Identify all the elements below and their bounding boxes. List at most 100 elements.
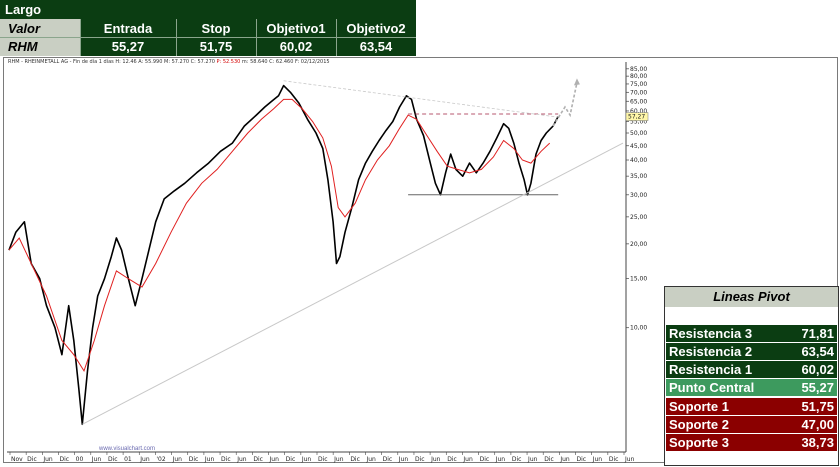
header-entrada: Entrada — [80, 19, 176, 37]
x-tick-label: Jun — [172, 456, 183, 463]
y-tick-label: 60,00 — [630, 108, 647, 115]
row-divider — [0, 37, 416, 38]
pivot-value: 47,00 — [801, 417, 834, 432]
header-valor: Valor — [0, 19, 80, 37]
x-tick-label: Dic — [318, 456, 328, 463]
x-tick-label: Dic — [253, 456, 263, 463]
x-tick-label: Dic — [480, 456, 490, 463]
x-tick-label: Jun — [236, 456, 247, 463]
y-tick-label: 80,00 — [630, 73, 647, 80]
y-tick-label: 20,00 — [630, 241, 647, 248]
x-tick-label: Dic — [59, 456, 69, 463]
pivot-label: Resistencia 3 — [669, 326, 753, 341]
chart-tail-text: m: 58.640 C: 62.460 F: 02/12/2015 — [241, 59, 330, 65]
objetivo1-value: 60,02 — [256, 37, 336, 56]
entrada-value: 55,27 — [80, 37, 176, 56]
pivot-value: 71,81 — [801, 326, 834, 341]
x-tick-label: Jun — [624, 456, 635, 463]
x-tick-label: Jun — [139, 456, 150, 463]
x-tick-label: Dic — [544, 456, 554, 463]
x-tick-label: Jun — [333, 456, 344, 463]
x-tick-label: Jun — [527, 456, 538, 463]
y-tick-label: 75,00 — [630, 81, 647, 88]
y-tick-label: 35,00 — [630, 173, 647, 180]
header-objetivo2: Objetivo2 — [336, 19, 416, 37]
last-price-box — [625, 112, 649, 121]
x-tick-label: Jun — [592, 456, 603, 463]
y-tick-label: 65,00 — [630, 98, 647, 105]
x-tick-label: Dic — [577, 456, 587, 463]
x-tick-label: 01 — [124, 456, 132, 463]
upper-trend-line — [283, 80, 559, 118]
header-stop: Stop — [176, 19, 256, 37]
x-tick-label: Jun — [398, 456, 409, 463]
col-divider — [80, 19, 81, 56]
pivot-label: Soporte 1 — [669, 399, 729, 414]
pivot-value: 63,54 — [801, 344, 834, 359]
x-tick-label: Jun — [430, 456, 441, 463]
y-tick-label: 25,00 — [630, 214, 647, 221]
x-tick-label: Dic — [609, 456, 619, 463]
pivot-label: Resistencia 1 — [669, 362, 753, 377]
chart-symbol-text: RHM - RHEINMETALL AG - Fin de día 1 días — [8, 59, 114, 65]
x-tick-label: Jun — [269, 456, 280, 463]
x-tick-label: Dic — [350, 456, 360, 463]
watermark-text: www.visualchart.com — [98, 446, 155, 452]
x-tick-label: Jun — [91, 456, 102, 463]
pivot-label: Soporte 3 — [669, 435, 729, 450]
price-chart[interactable]: RHM - RHEINMETALL AG - Fin de día 1 días… — [3, 57, 838, 463]
pivot-value: 60,02 — [801, 362, 834, 377]
chart-ohlc-text: H: 12.46 A: 55.990 M: 57.270 C: 57.270 — [115, 59, 215, 65]
pivot-row-resistencia-2: Resistencia 2 63,54 — [666, 343, 837, 360]
objetivo2-value: 63,54 — [336, 37, 416, 56]
y-tick-label: 70,00 — [630, 89, 647, 96]
x-tick-label: Jun — [462, 456, 473, 463]
projection-arrowhead — [573, 78, 580, 86]
projection-arrow — [552, 82, 578, 127]
pivot-row-punto-central: Punto Central 55,27 — [666, 379, 837, 396]
header-objetivo1: Objetivo1 — [256, 19, 336, 37]
ticker-cell: RHM — [0, 37, 80, 56]
x-tick-label: Dic — [27, 456, 37, 463]
pivot-row-soporte-1: Soporte 1 51,75 — [666, 398, 837, 415]
col-divider — [256, 19, 257, 56]
x-tick-label: Dic — [383, 456, 393, 463]
chart-info-bar: RHM - RHEINMETALL AG - Fin de día 1 días… — [8, 59, 330, 65]
x-tick-label: Jun — [559, 456, 570, 463]
last-price-label: 57,27 — [628, 114, 645, 121]
trade-summary-table: Largo Valor Entrada Stop Objetivo1 Objet… — [0, 0, 416, 56]
y-tick-label: 85,00 — [630, 66, 647, 73]
x-tick-label: Dic — [189, 456, 199, 463]
pivot-row-soporte-3: Soporte 3 38,73 — [666, 434, 837, 451]
y-tick-label: 40,00 — [630, 157, 647, 164]
y-tick-label: 55,00 — [630, 118, 647, 125]
lower-trend-line — [82, 142, 624, 425]
x-tick-label: 00 — [76, 456, 84, 463]
pivot-label: Resistencia 2 — [669, 344, 753, 359]
x-tick-label: Dic — [286, 456, 296, 463]
pivot-title: Lineas Pivot — [665, 287, 838, 307]
x-tick-label: Jun — [204, 456, 215, 463]
col-divider — [336, 19, 337, 56]
pivot-value: 51,75 — [801, 399, 834, 414]
x-tick-label: Jun — [301, 456, 312, 463]
x-tick-label: Jun — [365, 456, 376, 463]
pivot-row-resistencia-3: Resistencia 3 71,81 — [666, 325, 837, 342]
price-series-line — [8, 84, 559, 426]
col-divider — [176, 19, 177, 56]
chart-p-text: P: 52.530 — [216, 59, 241, 65]
x-tick-label: Jun — [42, 456, 53, 463]
x-tick-label: Dic — [221, 456, 231, 463]
x-tick-label: Dic — [512, 456, 522, 463]
trade-direction-title: Largo — [0, 0, 80, 19]
x-tick-label: Dic — [415, 456, 425, 463]
pivot-value: 55,27 — [801, 380, 834, 395]
x-tick-label: Jun — [495, 456, 506, 463]
x-tick-label: Nov — [11, 456, 23, 463]
y-tick-label: 50,00 — [630, 130, 647, 137]
pivot-label: Soporte 2 — [669, 417, 729, 432]
stop-value: 51,75 — [176, 37, 256, 56]
moving-average-line — [8, 98, 551, 373]
x-tick-label: Dic — [447, 456, 457, 463]
